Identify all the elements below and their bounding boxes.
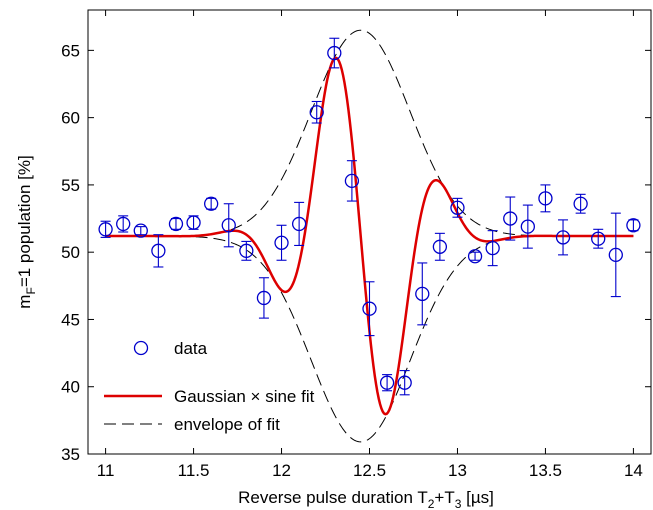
data-point <box>520 204 535 249</box>
data-marker <box>327 45 342 61</box>
y-tick-label: 45 <box>61 310 80 329</box>
y-tick-label: 40 <box>61 378 80 397</box>
data-marker <box>450 200 465 215</box>
data-point <box>309 100 324 124</box>
data-point <box>450 197 465 218</box>
data-marker <box>538 191 553 206</box>
data-point <box>608 212 623 298</box>
x-tick-label: 12.5 <box>353 461 386 480</box>
data-point <box>204 196 219 211</box>
legend-data-label: data <box>174 339 208 358</box>
legend-data-marker <box>133 340 149 356</box>
data-point <box>555 219 571 256</box>
data-marker <box>432 239 448 254</box>
data-marker <box>608 247 623 263</box>
data-marker <box>555 230 571 245</box>
x-tick-label: 14 <box>624 461 643 480</box>
data-point <box>626 218 641 233</box>
x-tick-label: 13.5 <box>529 461 562 480</box>
data-point <box>362 281 377 337</box>
data-point <box>291 201 307 247</box>
data-marker <box>415 286 430 302</box>
data-point <box>274 224 289 261</box>
legend-envelope-label: envelope of fit <box>174 415 280 434</box>
x-tick-label: 11 <box>97 461 115 480</box>
data-marker <box>239 243 254 258</box>
data-marker <box>151 243 166 258</box>
y-tick-label: 65 <box>61 41 80 60</box>
data-marker <box>204 196 219 211</box>
data-point <box>168 216 184 232</box>
data-point <box>538 184 553 213</box>
x-tick-label: 12 <box>272 461 291 480</box>
data-point <box>573 193 588 214</box>
data-marker <box>256 290 272 306</box>
data-marker <box>98 222 113 237</box>
data-marker <box>379 375 395 390</box>
data-marker <box>362 301 377 316</box>
data-point <box>221 203 236 248</box>
x-tick-label: 13 <box>448 461 467 480</box>
data-marker <box>116 216 131 232</box>
data-marker <box>503 211 518 226</box>
data-point <box>432 232 448 261</box>
data-point <box>151 234 166 268</box>
data-point <box>397 370 412 396</box>
data-point <box>415 262 430 326</box>
data-marker <box>133 223 148 238</box>
data-marker <box>520 219 535 234</box>
x-axis-label: Reverse pulse duration T2+T3 [µs] <box>238 488 494 510</box>
data-marker <box>186 215 201 230</box>
data-marker <box>291 216 307 232</box>
data-marker <box>309 105 324 120</box>
data-point <box>485 230 500 267</box>
data-point <box>344 160 360 202</box>
data-marker <box>168 216 184 232</box>
data-point <box>591 228 606 249</box>
data-marker <box>591 231 606 246</box>
plot-area <box>87 9 652 455</box>
data-point <box>133 223 148 238</box>
data-marker <box>221 218 236 233</box>
data-marker <box>274 235 289 250</box>
data-point <box>503 196 518 241</box>
y-tick-label: 35 <box>61 445 80 464</box>
data-marker <box>573 196 588 211</box>
data-marker <box>344 173 360 189</box>
x-tick-label: 11.5 <box>178 461 210 480</box>
data-point <box>467 249 483 264</box>
data-point <box>116 215 131 233</box>
data-marker <box>626 218 641 233</box>
data-point <box>186 215 201 230</box>
data-point <box>379 374 395 392</box>
data-point <box>239 240 254 261</box>
data-marker <box>467 249 483 264</box>
data-point <box>327 37 342 69</box>
y-axis-label: mF=1 population [%] <box>15 155 38 308</box>
y-tick-label: 50 <box>61 243 80 262</box>
y-tick-label: 60 <box>61 109 80 128</box>
data-point <box>98 220 113 238</box>
data-marker <box>485 240 500 256</box>
legend-fit-label: Gaussian × sine fit <box>174 387 315 406</box>
legend: data Gaussian × sine fit envelope of fit <box>104 339 315 434</box>
data-point <box>256 277 272 319</box>
y-tick-label: 55 <box>61 176 80 195</box>
data-marker <box>397 375 412 390</box>
